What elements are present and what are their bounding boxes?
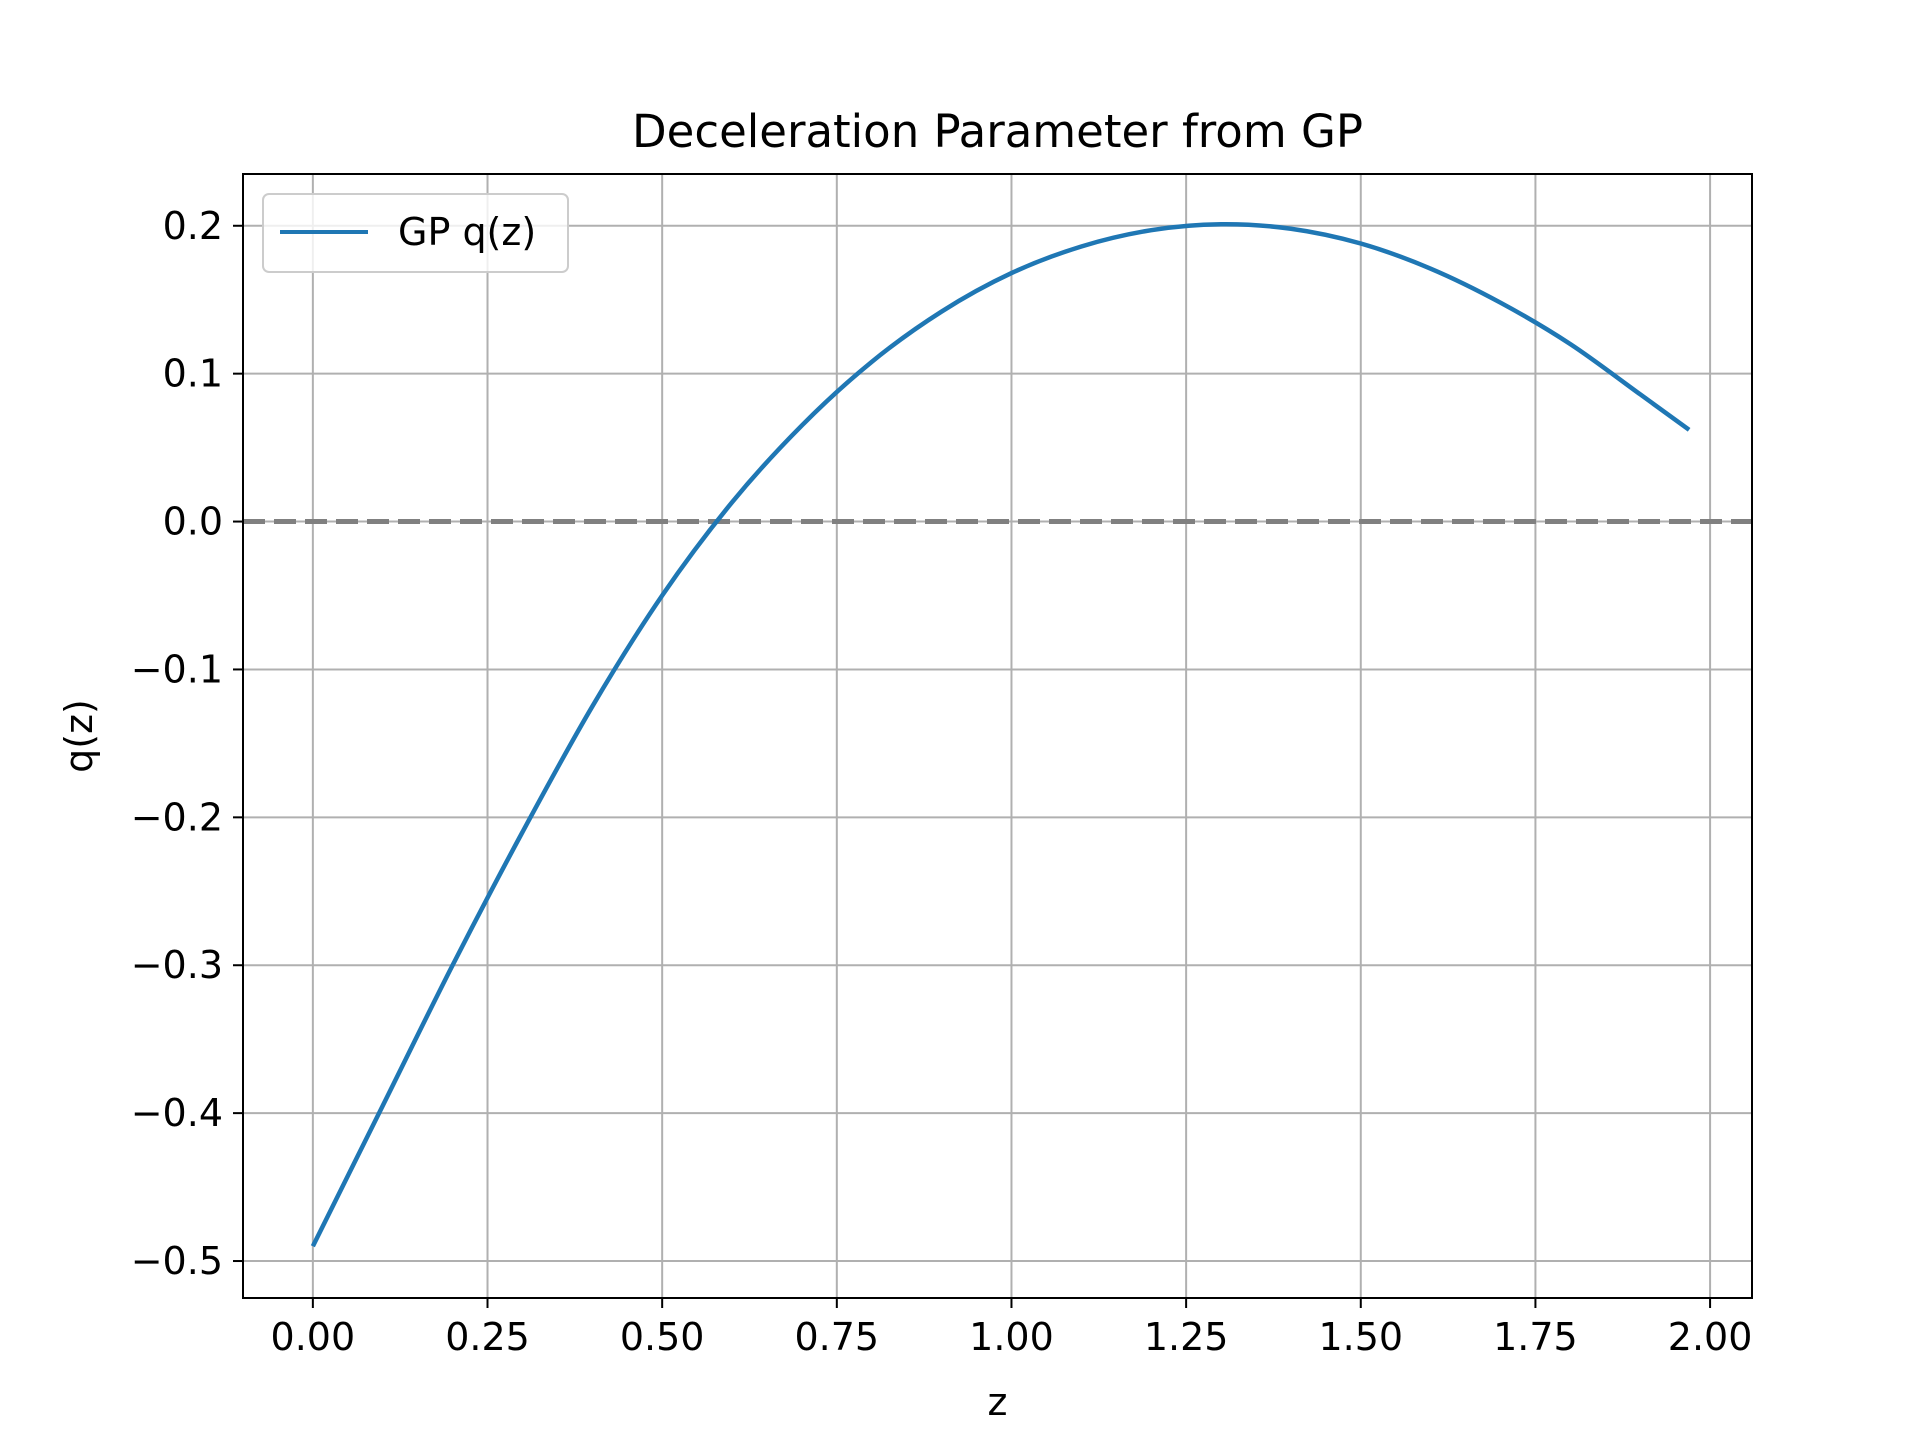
y-tick-label: 0.2 xyxy=(163,204,223,248)
x-tick-label: 0.00 xyxy=(271,1315,356,1359)
y-tick-label: −0.4 xyxy=(131,1091,223,1135)
y-tick-label: −0.2 xyxy=(131,795,223,839)
x-tick-label: 0.50 xyxy=(620,1315,705,1359)
series-line-gp-q xyxy=(310,222,1691,1248)
y-axis-ticks: −0.5 −0.4 −0.3 −0.2 −0.1 0.0 0.1 0.2 xyxy=(131,204,243,1283)
x-tick-label: 1.50 xyxy=(1318,1315,1403,1359)
legend: GP q(z) xyxy=(262,193,569,273)
x-axis-ticks: 0.00 0.25 0.50 0.75 1.00 1.25 1.50 1.75 2.00 xyxy=(271,1298,1753,1359)
x-tick-label: 0.75 xyxy=(795,1315,880,1359)
y-axis-label: q(z) xyxy=(57,699,101,773)
x-tick-label: 1.75 xyxy=(1493,1315,1578,1359)
chart-title: Deceleration Parameter from GP xyxy=(632,105,1363,158)
plot-area-frame xyxy=(242,173,1753,1299)
y-tick-label: 0.0 xyxy=(163,500,223,544)
y-tick-label: −0.5 xyxy=(131,1239,223,1283)
y-tick-label: −0.1 xyxy=(131,647,223,691)
x-tick-label: 1.00 xyxy=(969,1315,1054,1359)
x-tick-label: 2.00 xyxy=(1668,1315,1753,1359)
legend-label-gp-q: GP q(z) xyxy=(398,210,536,254)
y-tick-label: 0.1 xyxy=(163,352,223,396)
x-axis-label: z xyxy=(988,1380,1008,1424)
legend-box xyxy=(262,193,569,273)
x-tick-label: 0.25 xyxy=(445,1315,530,1359)
series-layer xyxy=(310,222,1691,1248)
x-tick-label: 1.25 xyxy=(1144,1315,1229,1359)
y-tick-label: −0.3 xyxy=(131,943,223,987)
